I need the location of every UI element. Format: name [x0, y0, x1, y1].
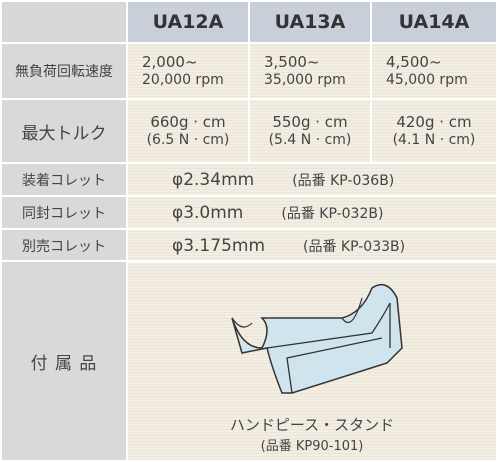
row-label: 別売コレット: [0, 228, 128, 263]
stand-illustration: [231, 283, 403, 394]
model-header: UA14A: [370, 0, 498, 44]
model-header: UA12A: [126, 0, 250, 44]
collet-part: (品番 KP-036B): [292, 172, 395, 189]
spec-cell: 2,000~ 20,000 rpm: [126, 42, 250, 100]
collet-spec: φ3.175mm: [172, 235, 266, 256]
collet-cell: φ3.175mm (品番 KP-033B): [126, 228, 498, 263]
spec-cell: 4,500~ 45,000 rpm: [370, 42, 498, 100]
collet-cell: φ3.0mm (品番 KP-032B): [126, 195, 498, 230]
spec-line: 660g · cm: [150, 113, 226, 131]
spec-cell: 420g · cm (4.1 N · cm): [370, 98, 498, 164]
spec-cell: 660g · cm (6.5 N · cm): [126, 98, 250, 164]
spec-line: 20,000 rpm: [142, 72, 224, 88]
row-label: 付 属 品: [0, 260, 128, 462]
spec-line: (4.1 N · cm): [392, 132, 476, 148]
spec-cell: 3,500~ 35,000 rpm: [248, 42, 372, 100]
accessory-part: (品番 KP90-101): [260, 439, 364, 454]
spec-line: 35,000 rpm: [264, 72, 346, 88]
spec-line: 4,500~: [386, 53, 442, 71]
collet-cell: φ2.34mm (品番 KP-036B): [126, 162, 498, 197]
collet-part: (品番 KP-032B): [281, 205, 384, 222]
spec-line: 550g · cm: [272, 113, 348, 131]
spec-line: 420g · cm: [396, 113, 472, 131]
accessory-caption: ハンドピース・スタンド: [229, 416, 395, 434]
row-label: 無負荷回転速度: [0, 42, 128, 100]
corner-cell: [0, 0, 128, 44]
row-label: 最大トルク: [0, 98, 128, 164]
spec-cell: 550g · cm (5.4 N · cm): [248, 98, 372, 164]
collet-spec: φ3.0mm: [172, 202, 244, 223]
row-label: 同封コレット: [0, 195, 128, 230]
row-label: 装着コレット: [0, 162, 128, 197]
accessory-cell: ハンドピース・スタンド (品番 KP90-101): [126, 260, 498, 462]
spec-line: 2,000~: [142, 53, 198, 71]
model-header: UA13A: [248, 0, 372, 44]
spec-line: 45,000 rpm: [386, 72, 468, 88]
spec-line: (6.5 N · cm): [146, 132, 230, 148]
spec-line: 3,500~: [264, 53, 320, 71]
collet-part: (品番 KP-033B): [303, 238, 406, 255]
spec-line: (5.4 N · cm): [268, 132, 352, 148]
collet-spec: φ2.34mm: [172, 169, 255, 190]
